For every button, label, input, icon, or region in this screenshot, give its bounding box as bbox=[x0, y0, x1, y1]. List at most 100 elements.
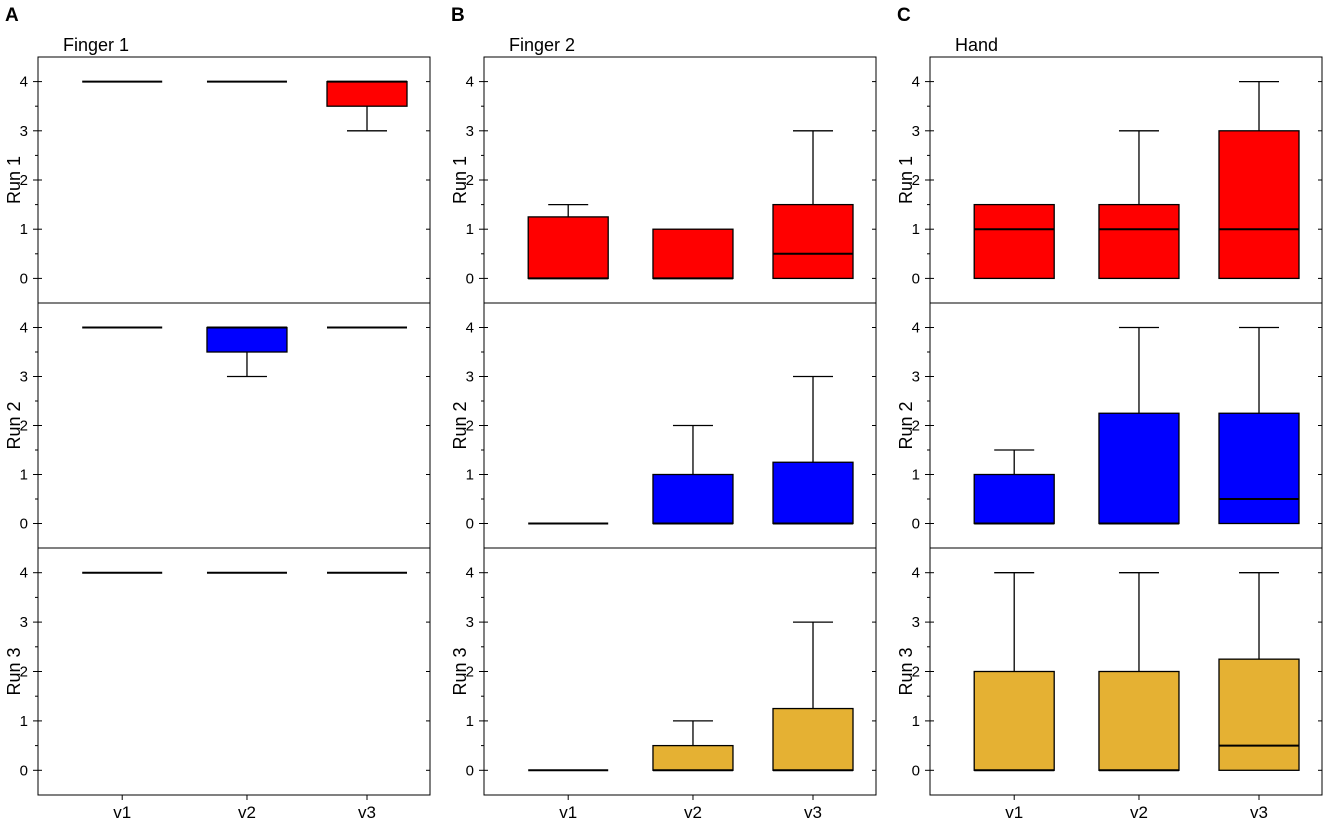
y-tick-label: 4 bbox=[20, 320, 28, 337]
y-axis-label-run-2: Run 2 bbox=[896, 401, 916, 449]
iqr-box bbox=[527, 216, 609, 280]
iqr-box bbox=[973, 203, 1055, 280]
y-tick-label: 3 bbox=[466, 614, 474, 631]
y-tick-label: 3 bbox=[912, 614, 920, 631]
box-v3-run-3 bbox=[772, 621, 854, 772]
y-tick-label: 1 bbox=[20, 221, 28, 238]
y-axis-label-run-3: Run 3 bbox=[450, 647, 470, 695]
x-category-label: v1 bbox=[113, 803, 131, 822]
box-v3-run-1 bbox=[1218, 80, 1300, 280]
box-v2-run-2 bbox=[1098, 326, 1180, 525]
y-tick-label: 1 bbox=[912, 221, 920, 238]
y-tick-label: 2 bbox=[20, 418, 28, 435]
box-v3-run-3 bbox=[1218, 572, 1300, 771]
x-category-label: v3 bbox=[358, 803, 376, 822]
y-tick-label: 4 bbox=[466, 320, 474, 337]
iqr-box bbox=[652, 744, 734, 771]
y-tick-label: 3 bbox=[20, 369, 28, 386]
iqr-box bbox=[772, 203, 854, 280]
box-v1-run-2 bbox=[973, 449, 1055, 525]
y-tick-label: 3 bbox=[912, 123, 920, 140]
y-tick-label: 4 bbox=[912, 320, 920, 337]
y-tick-label: 1 bbox=[912, 713, 920, 730]
y-tick-label: 0 bbox=[466, 516, 474, 533]
x-category-label: v2 bbox=[238, 803, 256, 822]
x-category-label: v3 bbox=[1250, 803, 1268, 822]
x-category-label: v1 bbox=[559, 803, 577, 822]
y-axis-label-run-1: Run 1 bbox=[4, 156, 24, 204]
panel-letter: B bbox=[451, 5, 465, 26]
y-tick-label: 2 bbox=[912, 172, 920, 189]
y-tick-label: 2 bbox=[466, 172, 474, 189]
iqr-box bbox=[1098, 203, 1180, 280]
box-v2-run-1 bbox=[1098, 130, 1180, 280]
box-v1-run-3 bbox=[973, 572, 1055, 772]
y-tick-label: 1 bbox=[466, 221, 474, 238]
y-axis-label-run-3: Run 3 bbox=[4, 647, 24, 695]
y-tick-label: 0 bbox=[466, 270, 474, 287]
panel-letter: A bbox=[5, 5, 19, 26]
y-tick-label: 0 bbox=[912, 270, 920, 287]
box-v2-run-1 bbox=[652, 228, 734, 280]
box-v3-run-1 bbox=[772, 130, 854, 280]
y-tick-label: 2 bbox=[466, 664, 474, 681]
y-tick-label: 2 bbox=[20, 172, 28, 189]
iqr-box bbox=[206, 326, 288, 353]
y-tick-label: 0 bbox=[466, 762, 474, 779]
y-tick-label: 1 bbox=[20, 467, 28, 484]
panel-title: Finger 2 bbox=[509, 35, 575, 55]
box-v2-run-2 bbox=[652, 424, 734, 525]
y-axis-label-run-3: Run 3 bbox=[896, 647, 916, 695]
iqr-box bbox=[652, 473, 734, 525]
iqr-box bbox=[326, 80, 408, 107]
y-axis-label-run-2: Run 2 bbox=[4, 401, 24, 449]
y-tick-label: 4 bbox=[466, 74, 474, 91]
iqr-box bbox=[1218, 412, 1300, 525]
iqr-box bbox=[1218, 658, 1300, 771]
y-tick-label: 3 bbox=[466, 369, 474, 386]
iqr-box bbox=[772, 707, 854, 771]
y-tick-label: 2 bbox=[912, 664, 920, 681]
y-tick-label: 3 bbox=[466, 123, 474, 140]
y-tick-label: 3 bbox=[20, 123, 28, 140]
y-tick-label: 1 bbox=[466, 467, 474, 484]
x-category-label: v1 bbox=[1005, 803, 1023, 822]
y-tick-label: 4 bbox=[466, 565, 474, 582]
panel-letter: C bbox=[897, 5, 911, 26]
iqr-box bbox=[973, 473, 1055, 525]
y-axis-label-run-2: Run 2 bbox=[450, 401, 470, 449]
iqr-box bbox=[973, 670, 1055, 771]
iqr-box bbox=[1218, 130, 1300, 280]
box-v2-run-2 bbox=[206, 326, 288, 378]
iqr-box bbox=[1098, 670, 1180, 771]
iqr-box bbox=[772, 461, 854, 525]
y-tick-label: 4 bbox=[20, 74, 28, 91]
y-tick-label: 1 bbox=[20, 713, 28, 730]
iqr-box bbox=[1098, 412, 1180, 525]
y-tick-label: 0 bbox=[20, 516, 28, 533]
x-category-label: v2 bbox=[1130, 803, 1148, 822]
y-tick-label: 4 bbox=[912, 565, 920, 582]
x-category-label: v2 bbox=[684, 803, 702, 822]
y-axis-label-run-1: Run 1 bbox=[896, 156, 916, 204]
y-tick-label: 2 bbox=[466, 418, 474, 435]
y-tick-label: 1 bbox=[912, 467, 920, 484]
panel-title: Hand bbox=[955, 35, 998, 55]
y-tick-label: 3 bbox=[20, 614, 28, 631]
y-axis-label-run-1: Run 1 bbox=[450, 156, 470, 204]
y-tick-label: 4 bbox=[20, 565, 28, 582]
box-v3-run-2 bbox=[1218, 326, 1300, 525]
y-tick-label: 1 bbox=[466, 713, 474, 730]
box-v3-run-2 bbox=[772, 375, 854, 525]
box-v1-run-1 bbox=[527, 203, 609, 280]
y-tick-label: 0 bbox=[20, 762, 28, 779]
y-tick-label: 0 bbox=[20, 270, 28, 287]
y-tick-label: 2 bbox=[20, 664, 28, 681]
plot-frame-row-3 bbox=[37, 547, 431, 796]
box-v2-run-3 bbox=[652, 720, 734, 772]
x-category-label: v3 bbox=[804, 803, 822, 822]
y-tick-label: 2 bbox=[912, 418, 920, 435]
box-v3-run-1 bbox=[326, 80, 408, 132]
panel-title: Finger 1 bbox=[63, 35, 129, 55]
